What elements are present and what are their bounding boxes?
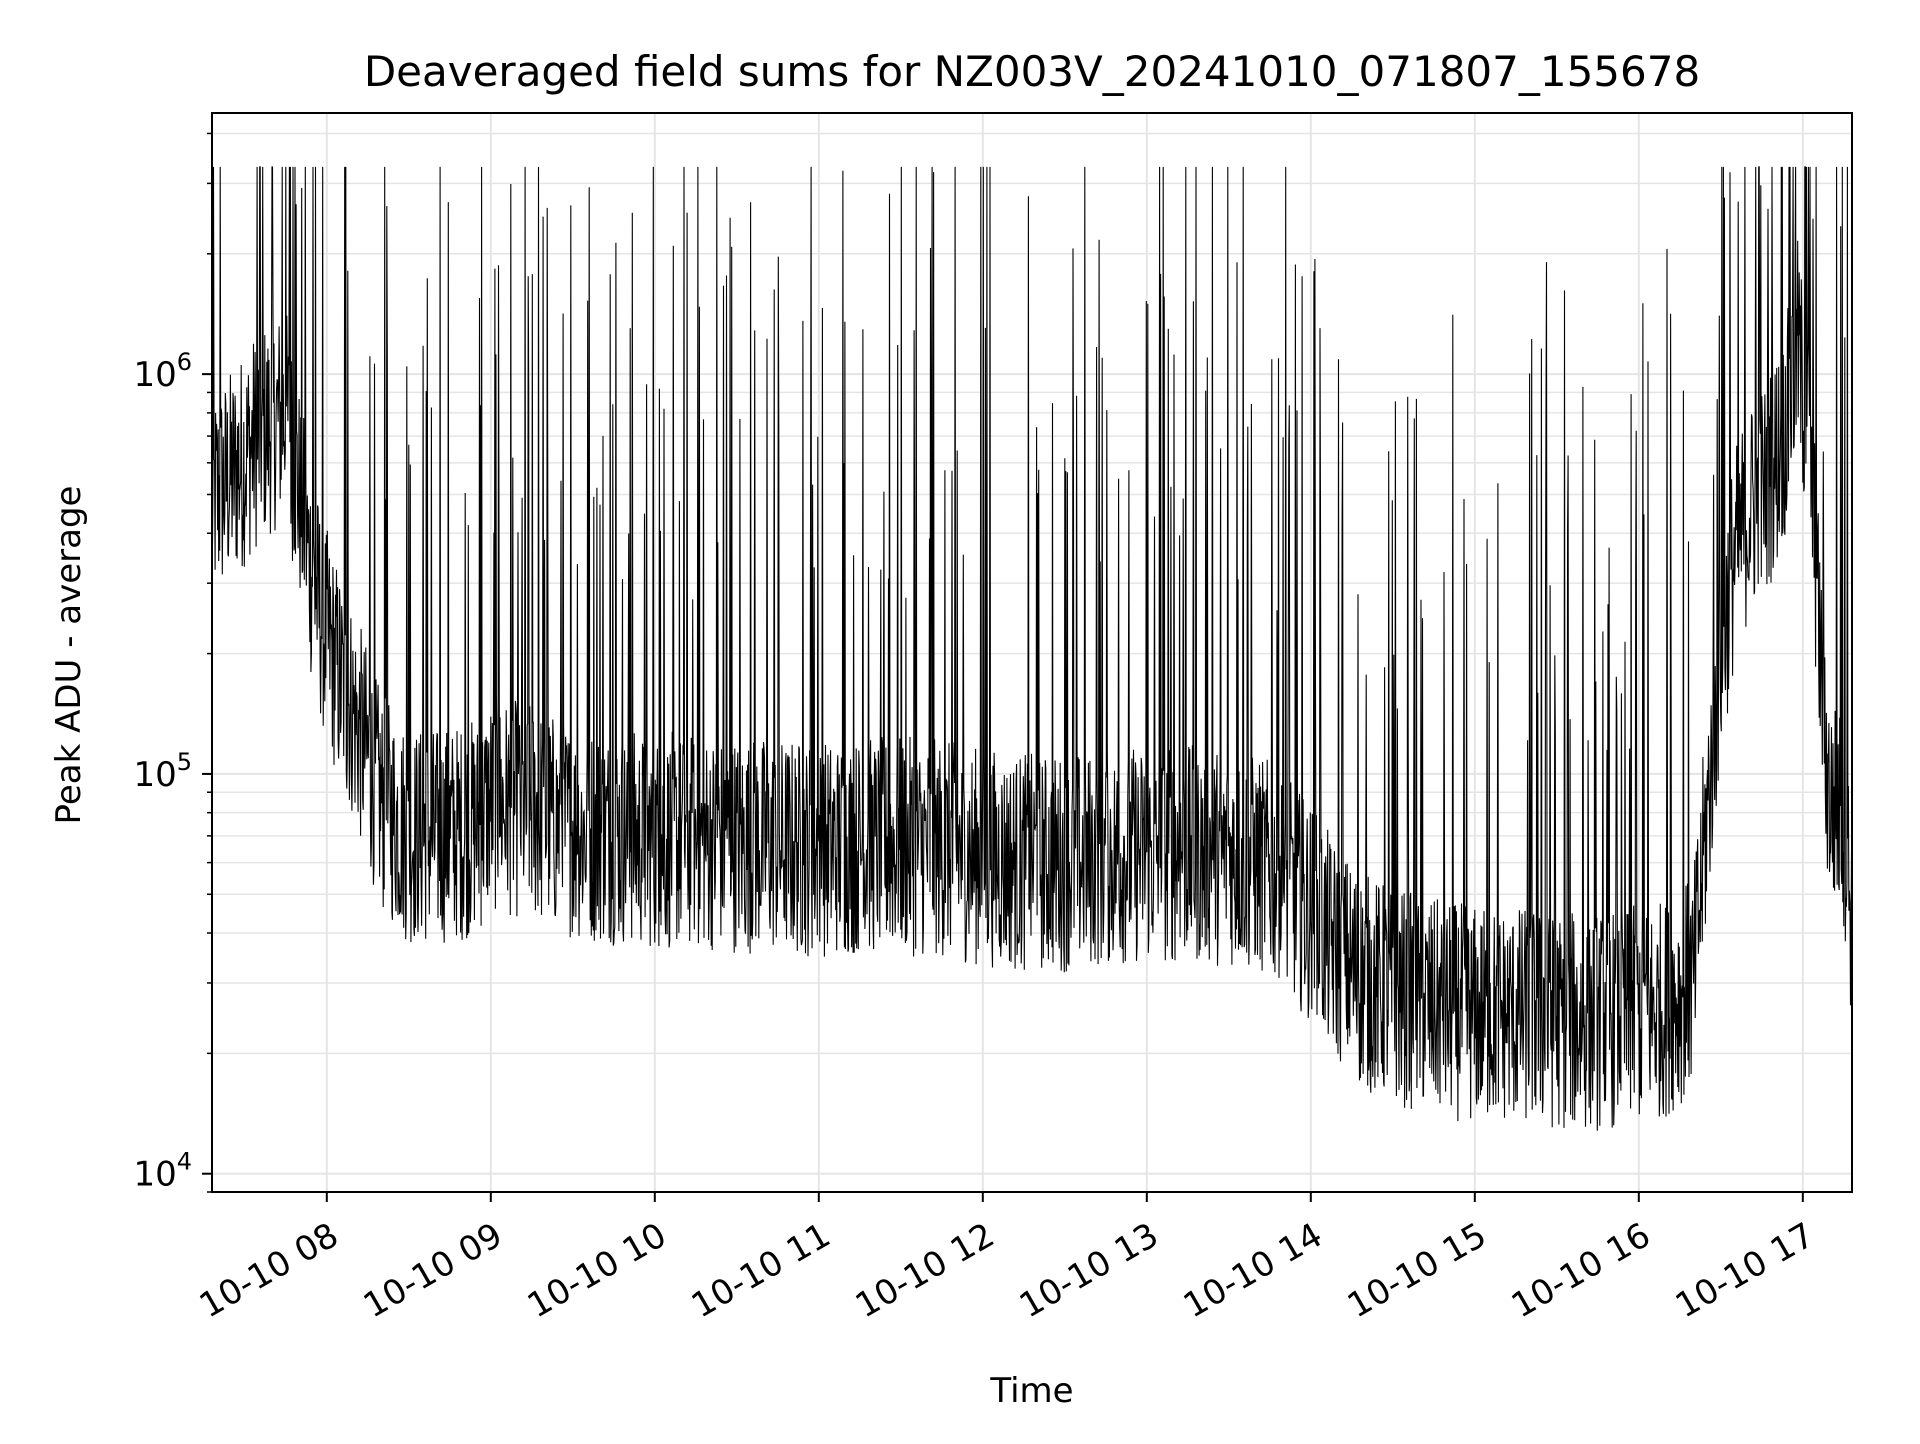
plot-frame bbox=[211, 112, 1853, 1193]
data-layer bbox=[212, 166, 1852, 1131]
y-tick-label: 104 bbox=[133, 1148, 192, 1195]
x-axis-label: Time bbox=[989, 1371, 1073, 1411]
chart-title: Deaveraged field sums for NZ003V_2024101… bbox=[364, 47, 1700, 96]
series-line bbox=[212, 166, 1852, 1131]
y-axis-label: Peak ADU - average bbox=[49, 486, 89, 825]
y-tick-label: 105 bbox=[133, 748, 192, 795]
y-tick-label: 106 bbox=[133, 348, 192, 395]
